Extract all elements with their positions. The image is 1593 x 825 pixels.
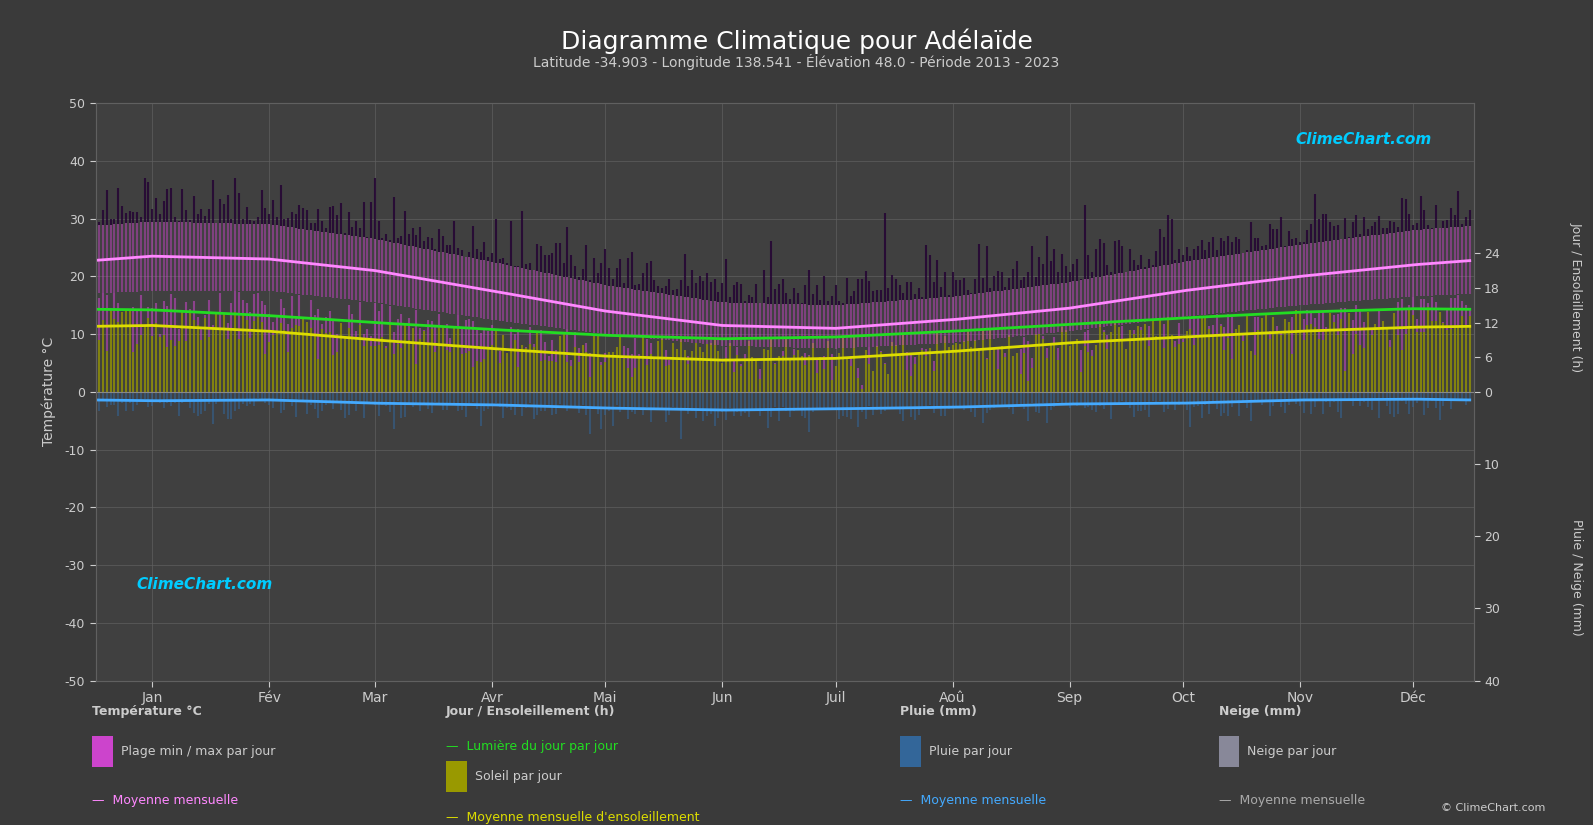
Text: Soleil par jour: Soleil par jour <box>475 770 561 783</box>
Text: Neige par jour: Neige par jour <box>1247 745 1337 758</box>
Text: ClimeChart.com: ClimeChart.com <box>1297 132 1432 147</box>
Text: Pluie (mm): Pluie (mm) <box>900 705 977 719</box>
Text: —  Moyenne mensuelle: — Moyenne mensuelle <box>1219 794 1365 808</box>
Text: —  Moyenne mensuelle: — Moyenne mensuelle <box>92 794 239 808</box>
Text: Pluie par jour: Pluie par jour <box>929 745 1012 758</box>
Text: ClimeChart.com: ClimeChart.com <box>137 577 272 592</box>
Text: Plage min / max par jour: Plage min / max par jour <box>121 745 276 758</box>
Text: Latitude -34.903 - Longitude 138.541 - Élévation 48.0 - Période 2013 - 2023: Latitude -34.903 - Longitude 138.541 - É… <box>534 54 1059 69</box>
Text: Diagramme Climatique pour Adélaïde: Diagramme Climatique pour Adélaïde <box>561 29 1032 54</box>
Text: Jour / Ensoleillement (h): Jour / Ensoleillement (h) <box>1569 222 1583 372</box>
Text: Jour / Ensoleillement (h): Jour / Ensoleillement (h) <box>446 705 615 719</box>
Text: Neige (mm): Neige (mm) <box>1219 705 1301 719</box>
Text: —  Lumière du jour par jour: — Lumière du jour par jour <box>446 740 618 753</box>
Text: Pluie / Neige (mm): Pluie / Neige (mm) <box>1569 519 1583 636</box>
Text: —  Moyenne mensuelle d'ensoleillement: — Moyenne mensuelle d'ensoleillement <box>446 811 699 824</box>
Y-axis label: Température °C: Température °C <box>41 337 56 446</box>
Text: © ClimeChart.com: © ClimeChart.com <box>1440 803 1545 813</box>
Text: Température °C: Température °C <box>92 705 202 719</box>
Text: —  Moyenne mensuelle: — Moyenne mensuelle <box>900 794 1047 808</box>
